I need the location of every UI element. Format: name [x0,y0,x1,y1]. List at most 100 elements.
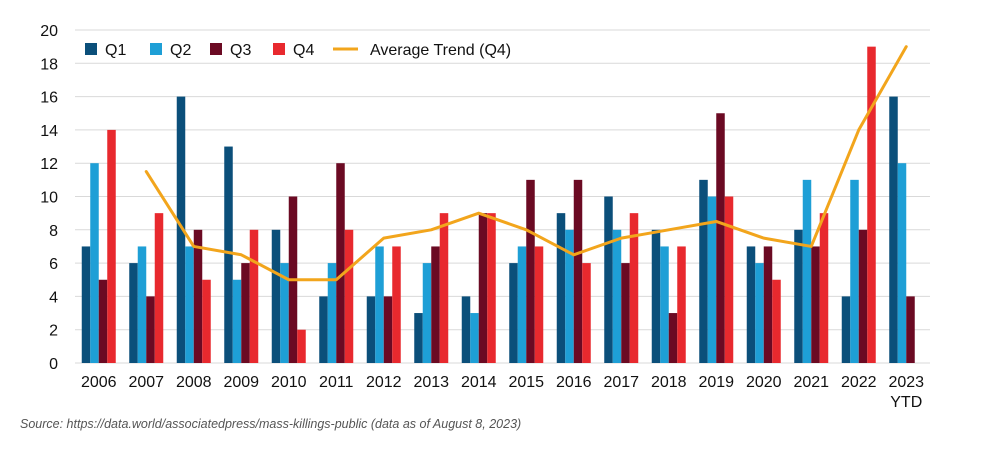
legend-label-q2: Q2 [170,42,191,59]
x-axis-ticks: 2006 2007 2008 2009 2010 2011 2012 2013 2014 2015… [81,374,924,411]
x-tick-label: 2009 [223,374,259,391]
bar-q2-2011 [327,263,337,363]
x-tick-label: 2014 [461,374,497,391]
bar-q3-2016 [573,179,583,363]
bar-q1-2021 [794,229,803,363]
bar-q1-2015 [509,263,518,363]
bar-q1-2011 [319,296,328,363]
bar-q3-2020 [763,246,773,363]
x-tick-label: 2021 [793,374,829,391]
bar-q4-2012 [392,246,401,363]
bar-q4-2016 [582,263,591,363]
y-tick-label: 4 [49,289,58,306]
bar-q2-2022 [850,179,859,363]
x-tick-label: 2022 [841,374,877,391]
legend-label-q4: Q4 [293,42,314,59]
bar-q3-2023 [906,296,915,363]
y-tick-label: 0 [49,356,58,373]
bar-q4-2009 [249,229,259,363]
bar-q3-2015 [526,179,535,363]
bar-q4-2022 [867,46,876,364]
bars [81,46,915,364]
x-tick-label: 2011 [319,374,354,391]
bar-q3-2007 [146,296,155,363]
bar-q1-2013 [414,313,423,363]
x-tick-label: 2013 [413,374,449,391]
bar-q4-2007 [154,213,164,363]
bar-q3-2009 [241,263,250,363]
legend-swatch-q2 [150,43,162,55]
bar-q2-2015 [517,246,527,363]
trend-series-line [144,45,908,282]
y-tick-label: 16 [40,90,58,107]
legend-label-q1: Q1 [105,42,126,59]
bar-q1-2023 [889,96,898,363]
bar-q2-2009 [232,279,242,363]
legend-label-trend: Average Trend (Q4) [370,42,511,59]
bar-q2-2012 [375,246,384,363]
x-tick-label: 2019 [698,374,734,391]
y-tick-label: 2 [49,323,58,340]
x-tick-label: 2010 [271,374,307,391]
bar-q2-2010 [280,263,289,363]
bar-q4-2013 [439,213,449,363]
bar-q2-2007 [137,246,147,363]
bar-q1-2016 [556,213,566,363]
bar-q2-2019 [707,196,717,363]
bar-q1-2014 [461,296,471,363]
bar-q1-2020 [746,246,756,363]
y-tick-label: 20 [40,23,58,40]
x-tick-label: 2020 [746,374,782,391]
bar-q1-2018 [651,229,661,363]
y-tick-label: 8 [49,223,58,240]
bar-q4-2017 [629,213,639,363]
x-tick-label: 2006 [81,374,117,391]
bar-q1-2008 [176,96,186,363]
y-tick-label: 18 [40,56,58,73]
x-tick-label: 2018 [651,374,687,391]
bar-q1-2009 [224,146,233,363]
bar-q1-2019 [699,179,708,363]
legend-swatch-q3 [210,43,222,55]
legend-swatch-q1 [85,43,97,55]
bar-q3-2018 [668,313,678,363]
bar-q1-2017 [604,196,613,363]
bar-q4-2015 [534,246,544,363]
bar-q4-2014 [487,213,496,363]
source-note: Source: https://data.world/associatedpre… [20,417,521,431]
x-tick-label: 2023 YTD [888,374,924,411]
bar-q2-2020 [755,263,764,363]
y-tick-label: 10 [40,190,58,207]
x-tick-label: 2017 [603,374,639,391]
bar-q3-2021 [811,246,820,363]
legend-swatch-q4 [273,43,285,55]
bar-q4-2018 [677,246,686,363]
bar-q3-2011 [336,163,345,363]
bar-q2-2021 [802,179,812,363]
bar-q3-2017 [621,263,630,363]
bar-q2-2018 [660,246,669,363]
bar-q1-2010 [271,229,281,363]
x-tick-label: 2015 [508,374,544,391]
bar-q4-2008 [202,279,211,363]
bar-q2-2008 [185,246,194,363]
x-tick-label: 2008 [176,374,212,391]
bar-q4-2006 [107,129,116,363]
bar-q1-2022 [841,296,851,363]
bar-q2-2016 [565,229,574,363]
bar-q3-2008 [193,229,203,363]
trend-line [144,45,908,282]
bar-q3-2014 [478,213,488,363]
bar-q4-2021 [819,213,829,363]
y-tick-label: 14 [40,123,58,140]
bar-q4-2011 [344,229,354,363]
bar-q2-2013 [422,263,432,363]
y-axis-ticks: 0 2 4 6 8 10 12 14 16 18 20 [40,23,58,373]
gridlines [75,29,930,364]
bar-q2-2006 [90,163,99,363]
bar-q2-2014 [470,313,479,363]
y-tick-label: 6 [49,256,58,273]
x-tick-label: 2012 [366,374,402,391]
